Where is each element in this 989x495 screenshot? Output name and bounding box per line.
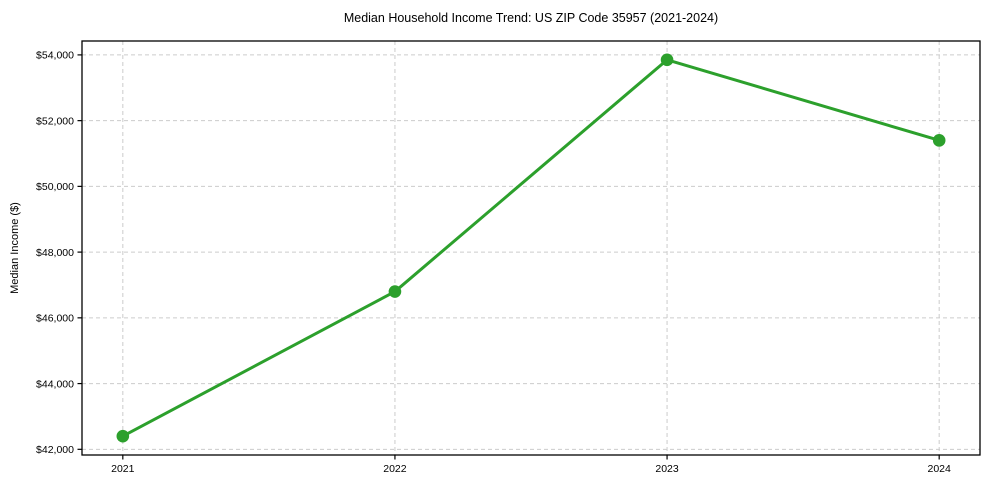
y-tick-label: $44,000 (36, 378, 74, 390)
x-tick-label: 2021 (111, 463, 135, 475)
y-tick-label: $52,000 (36, 115, 74, 127)
series-layer (116, 53, 946, 443)
tick-layer: 2021 2022 2023 2024 $42,000 $44,000 $46,000 $48… (36, 50, 951, 475)
data-point-2024 (932, 134, 946, 147)
data-point-2023 (660, 53, 674, 67)
x-tick-label: 2023 (655, 463, 679, 475)
plot-border (81, 40, 981, 456)
y-tick-label: $50,000 (36, 181, 74, 193)
y-axis-title: Median Income ($) (9, 202, 21, 294)
data-point-2021 (116, 429, 130, 443)
y-tick-label: $48,000 (36, 247, 74, 259)
y-tick-label: $42,000 (36, 444, 74, 456)
x-tick-label: 2024 (928, 463, 952, 475)
y-tick-label: $46,000 (36, 313, 74, 325)
x-tick-label: 2022 (383, 463, 407, 475)
grid-layer (82, 41, 980, 455)
chart-title: Median Household Income Trend: US ZIP Co… (344, 11, 718, 25)
income-trend-line (121, 58, 941, 438)
data-point-2022 (388, 285, 402, 298)
y-tick-label: $54,000 (36, 50, 74, 62)
